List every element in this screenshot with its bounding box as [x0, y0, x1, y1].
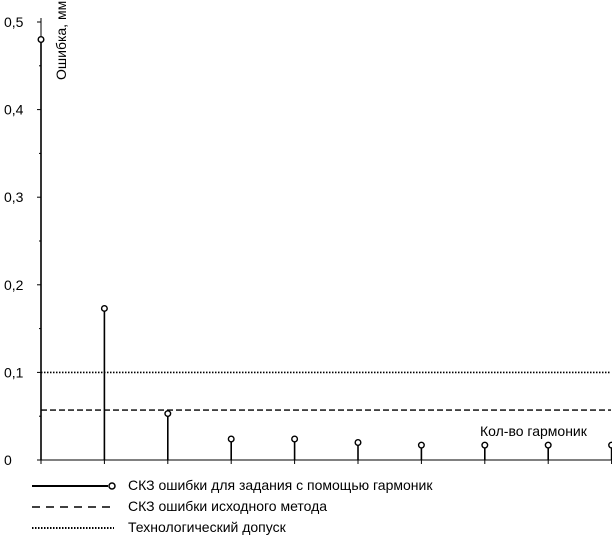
y-tick-label: 0,4 [4, 102, 24, 118]
stem-marker [37, 36, 45, 44]
reference-lines [41, 371, 611, 411]
legend-swatch-dotted [32, 527, 114, 529]
stem-marker [481, 441, 489, 449]
x-tick-label: 4 [227, 467, 235, 470]
chart: 00,10,20,30,40,5 12345678910 Ошибка, мм … [4, 1, 612, 470]
stem-marker [417, 441, 425, 449]
y-tick-label: 0 [4, 452, 12, 468]
x-tick-label: 8 [481, 467, 489, 470]
y-tick-label: 0,1 [4, 364, 24, 380]
y-axis-ticks: 0 0,1 0,2 0,3 0,4 0,5 [4, 14, 41, 468]
legend: СКЗ ошибки для задания с помощью гармони… [30, 476, 600, 539]
legend-label-harmonics: СКЗ ошибки для задания с помощью гармони… [128, 477, 433, 493]
stem-marker [354, 438, 362, 446]
x-tick-label: 3 [164, 467, 172, 470]
x-tick-label: 1 [37, 467, 45, 470]
stem-marker [164, 410, 172, 418]
y-axis-label: Ошибка, мм [53, 1, 69, 80]
x-tick-label: 10 [597, 467, 612, 470]
x-tick-label: 9 [544, 467, 552, 470]
stem-marker [291, 435, 299, 443]
stem-series [37, 36, 612, 460]
stem-marker [544, 441, 552, 449]
y-tick-label: 0,3 [4, 189, 24, 205]
y-tick-label: 0,2 [4, 277, 24, 293]
stem-marker [227, 435, 235, 443]
y-tick-label: 0,5 [4, 14, 24, 30]
legend-swatch-dashed [32, 506, 114, 508]
legend-swatch-solid [32, 482, 116, 490]
legend-item-tolerance: Технологический допуск [30, 518, 600, 538]
x-tick-label: 5 [291, 467, 299, 470]
legend-label-original-method: СКЗ ошибки исходного метода [128, 498, 328, 514]
legend-item-original-method: СКЗ ошибки исходного метода [30, 497, 600, 517]
x-axis-ticks: 1 2 3 4 5 6 7 8 9 10 [37, 460, 612, 470]
legend-item-harmonics: СКЗ ошибки для задания с помощью гармони… [30, 476, 600, 496]
axes [40, 18, 611, 461]
x-axis-label: Кол-во гармоник [480, 423, 588, 439]
x-tick-label: 6 [354, 467, 362, 470]
legend-label-tolerance: Технологический допуск [128, 519, 286, 535]
x-tick-label: 7 [418, 467, 426, 470]
stem-marker [100, 304, 108, 312]
x-tick-label: 2 [101, 467, 109, 470]
